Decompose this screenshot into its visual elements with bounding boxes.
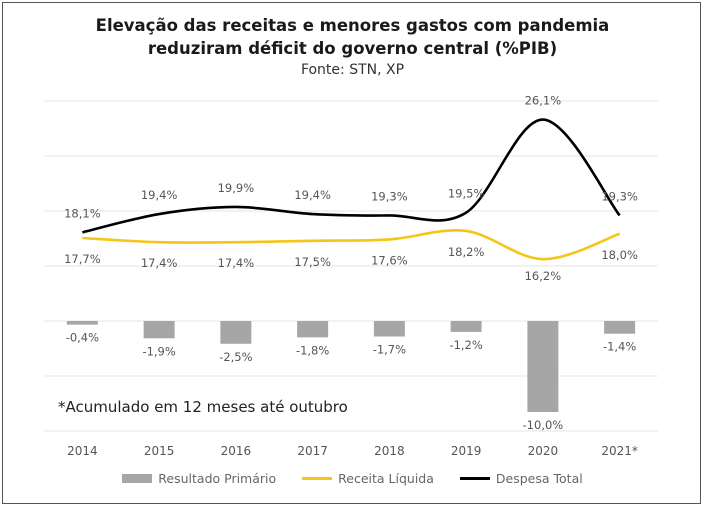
bar-data-label: -10,0% (523, 418, 564, 432)
receita-data-label: 17,7% (64, 252, 101, 266)
despesa-data-label: 19,4% (294, 188, 331, 202)
chart-title-line-1: Elevação das receitas e menores gastos c… (95, 16, 610, 35)
despesa-data-label: 26,1% (525, 94, 562, 108)
receita-data-label: 16,2% (525, 269, 562, 283)
x-tick-label: 2015 (144, 444, 175, 458)
x-tick-label: 2020 (528, 444, 559, 458)
legend-swatch-resultado-primario (122, 474, 153, 483)
bar-data-label: -0,4% (66, 331, 99, 345)
despesa-data-label: 19,3% (601, 189, 638, 203)
legend-item-resultado-primario: Resultado Primário (122, 471, 276, 486)
chart-note: *Acumulado em 12 meses até outubro (58, 398, 348, 416)
legend-swatch-receita-liquida (302, 477, 333, 480)
chart-legend: Resultado Primário Receita Líquida Despe… (0, 471, 705, 486)
receita-data-label: 18,2% (448, 245, 485, 259)
bar (66, 321, 98, 325)
bar (373, 321, 405, 337)
despesa-data-label: 19,3% (371, 189, 408, 203)
receita-data-label: 18,0% (601, 248, 638, 262)
bar-data-label: -1,8% (296, 343, 329, 357)
bar-data-label: -1,4% (603, 340, 636, 354)
chart-subtitle: Fonte: STN, XP (300, 62, 405, 78)
legend-label-receita-liquida: Receita Líquida (338, 471, 434, 486)
despesa-data-label: 19,4% (141, 188, 178, 202)
legend-item-despesa-total: Despesa Total (459, 471, 583, 486)
chart-title-line-2: reduziram déficit do governo central (%P… (147, 39, 558, 58)
receita-data-label: 17,5% (294, 255, 331, 269)
legend-swatch-despesa-total (459, 477, 490, 480)
bar (220, 321, 252, 344)
x-tick-label: 2017 (297, 444, 328, 458)
bar-data-label: -1,9% (142, 344, 175, 358)
bar-data-label: -2,5% (219, 350, 252, 364)
bar (297, 321, 329, 338)
x-tick-label: 2014 (67, 444, 98, 458)
receita-data-label: 17,4% (141, 256, 178, 270)
x-tick-label: 2018 (374, 444, 405, 458)
despesa-data-label: 18,1% (64, 206, 101, 220)
receita-data-label: 17,6% (371, 253, 408, 267)
legend-item-receita-liquida: Receita Líquida (302, 471, 434, 486)
despesa-data-label: 19,9% (218, 181, 255, 195)
series-line-despesa-total (82, 118, 621, 234)
legend-label-despesa-total: Despesa Total (495, 471, 583, 486)
x-tick-label: 2019 (451, 444, 482, 458)
x-tick-label: 2021* (601, 444, 638, 458)
x-tick-label: 2016 (221, 444, 252, 458)
bar (450, 321, 482, 332)
chart-title: Elevação das receitas e menores gastos c… (0, 14, 705, 60)
bar (604, 321, 636, 334)
series-line-receita-liquida (82, 229, 621, 261)
bar-data-label: -1,7% (373, 342, 406, 356)
chart-frame (2, 2, 701, 504)
receita-data-label: 17,4% (218, 256, 255, 270)
bar-data-label: -1,2% (449, 338, 482, 352)
bar (143, 321, 175, 339)
despesa-data-label: 19,5% (448, 187, 485, 201)
bar (527, 321, 559, 412)
legend-label-resultado-primario: Resultado Primário (158, 471, 277, 486)
